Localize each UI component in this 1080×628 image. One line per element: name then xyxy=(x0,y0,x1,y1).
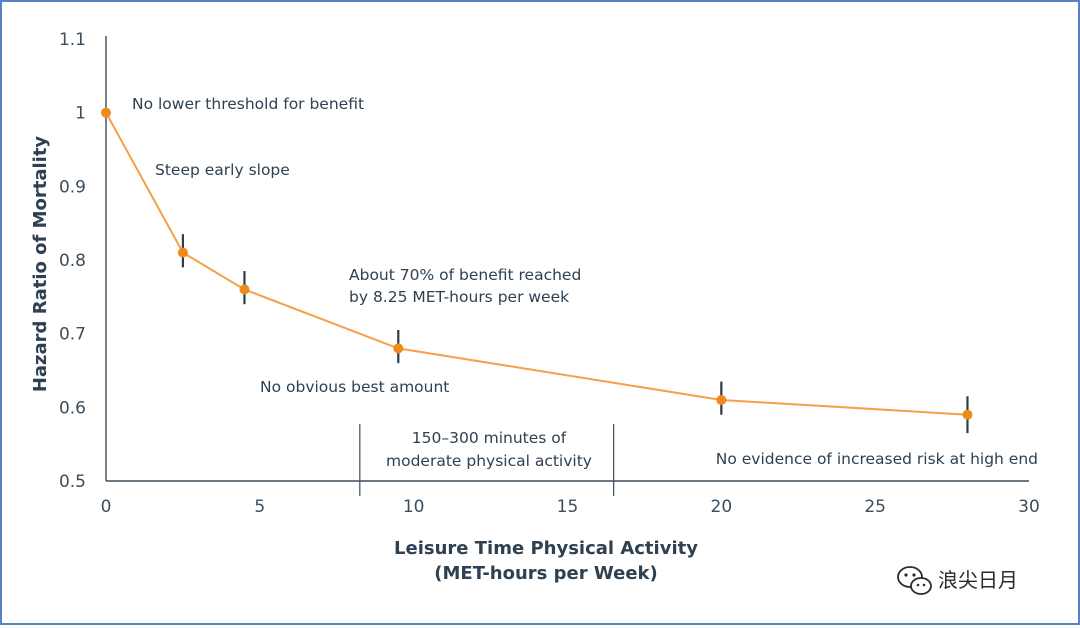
y-tick-label: 0.8 xyxy=(59,251,86,271)
guidelines xyxy=(359,424,615,496)
x-tick-label: 15 xyxy=(557,497,579,517)
watermark: 浪尖日月 xyxy=(897,566,1018,595)
annotation-range-line2: moderate physical activity xyxy=(386,452,592,470)
x-tick-label: 25 xyxy=(864,497,886,517)
annotation-range-line1: 150–300 minutes of xyxy=(412,429,567,447)
series-group xyxy=(101,107,973,434)
x-axis-title-line1: Leisure Time Physical Activity xyxy=(394,538,698,559)
y-tick-label: 0.9 xyxy=(59,177,86,197)
x-tick-label: 20 xyxy=(711,497,733,517)
x-tick-label: 0 xyxy=(101,497,112,517)
y-tick-label: 0.5 xyxy=(59,472,86,492)
tick-labels: 0.5 0.6 0.7 0.8 0.9 1 1.1 0 5 10 15 20 25 30 xyxy=(59,30,1040,517)
annotation-no-best-amount: No obvious best amount xyxy=(260,378,449,396)
y-tick-label: 1.1 xyxy=(59,30,86,50)
annotation-no-increased-risk: No evidence of increased risk at high en… xyxy=(716,450,1038,468)
x-axis-title-line2: (MET-hours per Week) xyxy=(434,563,657,584)
data-point xyxy=(177,247,188,258)
annotation-benefit-line2: by 8.25 MET-hours per week xyxy=(349,288,569,306)
data-point xyxy=(101,107,111,118)
y-tick-label: 0.7 xyxy=(59,325,86,345)
x-tick-label: 10 xyxy=(403,497,425,517)
annotation-no-lower-threshold: No lower threshold for benefit xyxy=(132,95,364,113)
y-tick-label: 1 xyxy=(75,104,86,124)
y-tick-label: 0.6 xyxy=(59,398,86,418)
data-point xyxy=(239,284,250,295)
annotation-steep-slope: Steep early slope xyxy=(155,161,290,179)
watermark-text: 浪尖日月 xyxy=(938,568,1018,592)
data-point xyxy=(393,343,404,354)
data-point xyxy=(716,394,727,405)
x-tick-label: 30 xyxy=(1018,497,1040,517)
data-point xyxy=(962,409,973,420)
wechat-icon xyxy=(897,566,932,595)
annotation-benefit-line1: About 70% of benefit reached xyxy=(349,266,581,284)
y-axis-title: Hazard Ratio of Mortality xyxy=(30,136,51,393)
series-line xyxy=(105,112,968,416)
x-tick-label: 5 xyxy=(254,497,265,517)
